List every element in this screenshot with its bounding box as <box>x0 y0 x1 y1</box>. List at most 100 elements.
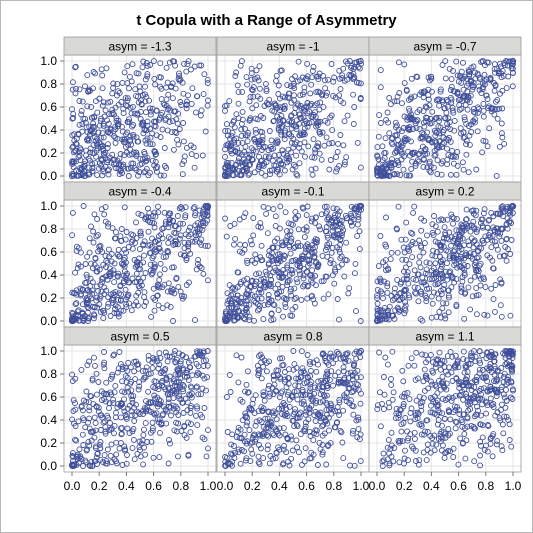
scatter-point <box>317 99 324 106</box>
x-tick-label: 0.2 <box>91 479 108 493</box>
scatter-point <box>351 64 358 71</box>
scatter-point <box>440 429 447 436</box>
scatter-point <box>374 317 381 324</box>
scatter-point <box>298 348 305 355</box>
scatter-point <box>310 113 316 120</box>
scatter-point <box>464 106 471 113</box>
scatter-point <box>299 386 306 393</box>
scatter-point <box>123 301 130 308</box>
scatter-point <box>167 404 174 411</box>
x-tick-label: 0.6 <box>298 479 315 493</box>
scatter-point <box>256 442 262 448</box>
scatter-point <box>412 240 419 247</box>
scatter-point <box>278 112 285 119</box>
scatter-point <box>165 280 172 287</box>
scatter-point <box>109 299 116 306</box>
scatter-point <box>142 76 149 83</box>
scatter-point <box>416 237 423 244</box>
scatter-point <box>303 75 309 82</box>
scatter-point <box>288 433 294 440</box>
scatter-point <box>156 74 163 81</box>
scatter-point <box>298 148 305 155</box>
scatter-point <box>323 461 330 468</box>
scatter-point <box>377 423 384 430</box>
scatter-point <box>91 414 98 421</box>
scatter-point <box>306 108 313 115</box>
scatter-point <box>499 134 506 141</box>
scatter-point <box>102 460 109 467</box>
scatter-point <box>177 99 184 105</box>
scatter-point <box>183 434 190 441</box>
scatter-point <box>348 214 355 221</box>
scatter-point <box>436 349 443 356</box>
scatter-point <box>483 410 490 417</box>
scatter-point <box>286 403 293 410</box>
scatter-point <box>355 64 362 70</box>
scatter-point <box>323 399 330 406</box>
scatter-point <box>111 430 117 437</box>
scatter-point <box>119 425 126 432</box>
scatter-point <box>150 267 157 274</box>
scatter-point <box>444 103 451 110</box>
scatter-point <box>323 273 330 280</box>
scatter-point <box>276 405 282 412</box>
scatter-point <box>303 212 310 219</box>
scatter-point <box>437 366 444 373</box>
scatter-point <box>432 364 439 371</box>
scatter-point <box>163 374 170 381</box>
scatter-point <box>172 230 179 237</box>
scatter-point <box>169 285 175 292</box>
scatter-point <box>124 103 131 109</box>
scatter-point <box>92 458 99 465</box>
scatter-point <box>380 406 387 413</box>
scatter-point <box>310 296 317 303</box>
scatter-point <box>107 313 114 319</box>
scatter-point <box>443 300 450 307</box>
scatter-point <box>396 90 403 96</box>
scatter-point <box>150 454 157 461</box>
scatter-point <box>101 365 108 372</box>
scatter-point <box>187 224 194 231</box>
scatter-point <box>161 172 167 179</box>
scatter-point <box>317 226 324 233</box>
scatter-point <box>384 289 391 296</box>
scatter-point <box>477 282 484 289</box>
panel-strip <box>63 181 217 201</box>
y-tick-label: 0.4 <box>40 413 57 427</box>
scatter-point <box>255 163 262 170</box>
scatter-point <box>291 285 298 292</box>
scatter-point <box>114 157 121 164</box>
scatter-point <box>231 220 238 227</box>
scatter-point <box>117 233 124 240</box>
scatter-point <box>233 69 240 76</box>
scatter-point <box>246 405 253 411</box>
scatter-point <box>414 284 421 291</box>
scatter-point <box>285 95 292 102</box>
scatter-point <box>416 253 423 260</box>
scatter-point <box>199 211 206 218</box>
scatter-point <box>345 385 352 392</box>
scatter-point <box>309 74 316 81</box>
scatter-point <box>154 416 161 423</box>
scatter-point <box>102 398 109 405</box>
scatter-point <box>283 155 290 162</box>
scatter-point <box>140 461 147 468</box>
scatter-point <box>251 135 258 142</box>
scatter-point <box>75 261 82 268</box>
scatter-point <box>450 254 457 261</box>
scatter-point <box>105 220 112 227</box>
scatter-point <box>231 443 237 449</box>
scatter-point <box>102 107 109 114</box>
scatter-point <box>166 353 173 360</box>
scatter-point <box>445 115 452 122</box>
scatter-point <box>169 95 176 102</box>
scatter-point <box>124 374 131 381</box>
scatter-point <box>120 278 127 285</box>
scatter-point <box>488 285 495 292</box>
scatter-point <box>86 249 93 256</box>
scatter-point <box>128 412 135 419</box>
scatter-point <box>293 123 300 130</box>
scatter-point <box>489 453 496 460</box>
scatter-point <box>322 92 329 99</box>
scatter-point <box>428 138 435 145</box>
